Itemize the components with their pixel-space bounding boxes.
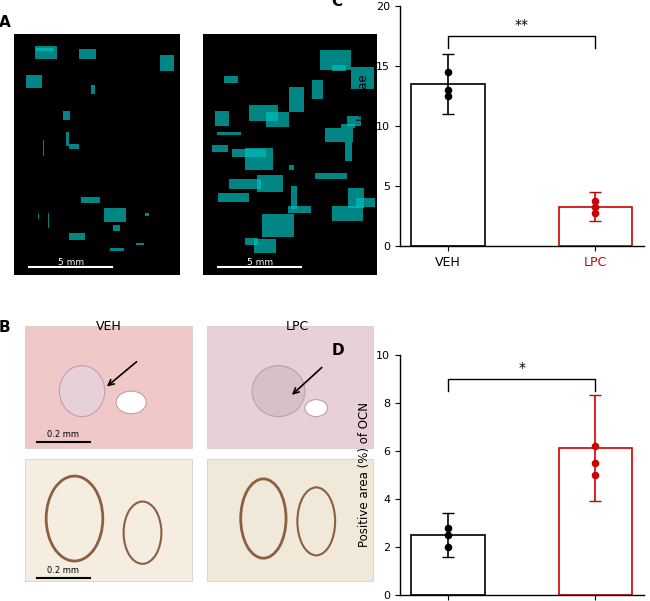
Bar [332, 206, 363, 221]
Point [443, 85, 453, 95]
Bar [245, 148, 274, 170]
Bar [348, 188, 364, 208]
Bar [411, 84, 485, 246]
Bar [320, 50, 351, 70]
Point [590, 470, 601, 480]
Bar [291, 186, 297, 210]
Point [590, 202, 601, 212]
Bar [257, 174, 283, 192]
Point [590, 441, 601, 451]
Text: 0.2 mm: 0.2 mm [47, 430, 79, 439]
Text: VEH: VEH [77, 20, 103, 33]
Bar [113, 225, 120, 231]
Text: D: D [332, 343, 344, 358]
Text: **: ** [515, 19, 528, 32]
Bar [312, 80, 323, 99]
Bar [79, 49, 96, 59]
Bar [36, 48, 53, 51]
Bar [104, 209, 126, 222]
Bar [356, 198, 374, 207]
Bar [224, 76, 238, 84]
Ellipse shape [59, 365, 105, 416]
Text: A: A [0, 14, 10, 29]
Bar [216, 132, 241, 135]
Bar [233, 148, 266, 157]
Bar [136, 243, 144, 245]
Point [443, 542, 453, 552]
Point [590, 458, 601, 468]
Bar [66, 132, 69, 145]
Bar [558, 448, 632, 595]
Bar [34, 46, 57, 59]
Bar [218, 194, 250, 202]
Bar [288, 206, 311, 213]
Bar [558, 207, 632, 246]
Point [443, 530, 453, 540]
Bar [254, 239, 276, 253]
Ellipse shape [116, 391, 146, 413]
Bar [26, 75, 42, 88]
Bar [207, 326, 373, 448]
Text: C: C [332, 0, 343, 9]
Bar [207, 459, 373, 581]
Bar [351, 67, 374, 89]
Bar [38, 214, 39, 219]
Text: 5 mm: 5 mm [246, 257, 272, 266]
Y-axis label: N. Empty lacunae: N. Empty lacunae [358, 74, 370, 178]
Bar [411, 535, 485, 595]
Point [443, 91, 453, 101]
Text: LPC: LPC [286, 320, 309, 334]
Point [590, 208, 601, 218]
Bar [250, 105, 278, 121]
Text: 0.2 mm: 0.2 mm [47, 566, 79, 575]
Bar [111, 248, 124, 251]
Point [443, 523, 453, 532]
Y-axis label: Positive area (%) of OCN: Positive area (%) of OCN [358, 402, 370, 548]
Bar [315, 172, 347, 178]
Text: *: * [518, 361, 525, 375]
Bar [14, 34, 180, 275]
Bar [266, 112, 289, 127]
Bar [289, 165, 294, 170]
Text: VEH: VEH [96, 320, 122, 334]
Bar [43, 140, 44, 156]
Bar [333, 66, 346, 70]
Bar [326, 127, 352, 142]
Bar [25, 326, 192, 448]
Bar [215, 111, 229, 126]
Bar [91, 85, 96, 94]
Bar [346, 115, 361, 126]
Text: LPC: LPC [267, 20, 290, 33]
Bar [62, 111, 70, 120]
Bar [161, 55, 174, 71]
Ellipse shape [252, 365, 305, 416]
Point [443, 67, 453, 77]
Bar [245, 238, 257, 245]
Bar [344, 142, 352, 160]
Point [590, 196, 601, 206]
Bar [69, 144, 79, 150]
Bar [262, 214, 294, 237]
Bar [229, 179, 261, 189]
Bar [145, 213, 149, 216]
Ellipse shape [305, 400, 328, 416]
Bar [81, 197, 100, 203]
Bar [341, 124, 355, 129]
Bar [289, 87, 304, 112]
Bar [69, 233, 84, 240]
Bar [25, 459, 192, 581]
Text: B: B [0, 320, 10, 335]
Text: 5 mm: 5 mm [58, 257, 84, 266]
Bar [203, 34, 377, 275]
Bar [211, 144, 228, 153]
Bar [48, 213, 49, 228]
